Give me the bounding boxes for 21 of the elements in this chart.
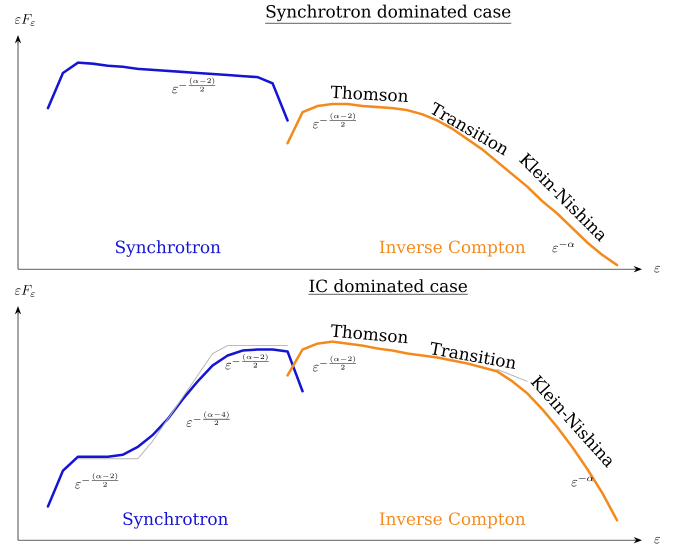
y-axis-title: $\varepsilon F_\varepsilon$ <box>14 14 35 26</box>
annotation: $\varepsilon^{-\alpha}$ <box>572 476 594 487</box>
annotation: Thomson <box>331 324 408 344</box>
annotation: $\varepsilon^{-\alpha}$ <box>552 242 574 252</box>
annotation: $\varepsilon^{-\frac{(\alpha-4)}{2}}$ <box>186 411 230 428</box>
annotation: Thomson <box>331 86 408 102</box>
chart-title: IC dominated case <box>309 279 467 292</box>
text: Synchrotron <box>116 240 220 257</box>
annotation: $\varepsilon^{-\frac{(\alpha-2)}{2}}$ <box>75 472 118 489</box>
text: Inverse Compton <box>380 512 526 528</box>
annotation: $\varepsilon^{-\frac{(\alpha-2)}{2}}$ <box>312 112 356 129</box>
y-axis-title: $\varepsilon F_\varepsilon$ <box>14 285 35 298</box>
annotation: $\varepsilon^{-\frac{(\alpha-2)}{2}}$ <box>225 354 269 370</box>
annotation: $\varepsilon^{-\frac{(\alpha-2)}{2}}$ <box>172 78 216 94</box>
annotation: $\varepsilon^{-\frac{(\alpha-2)}{2}}$ <box>312 356 356 372</box>
text: Inverse Compton <box>380 240 526 257</box>
annotation: Transition <box>430 342 515 370</box>
x-axis-title: $\varepsilon$ <box>654 266 660 273</box>
text: Synchrotron <box>123 512 228 529</box>
chart-title: Synchrotron dominated case <box>266 4 510 22</box>
x-axis-title: $\varepsilon$ <box>654 536 660 544</box>
